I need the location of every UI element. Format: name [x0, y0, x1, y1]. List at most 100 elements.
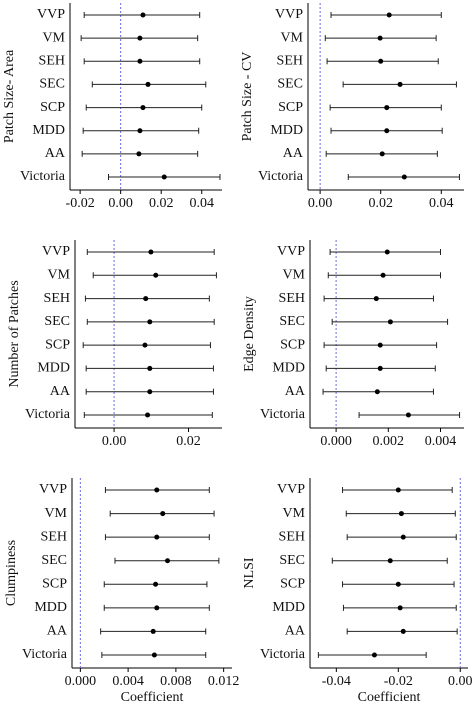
point — [397, 81, 403, 87]
point — [387, 558, 393, 564]
point — [145, 81, 151, 87]
category-label: SEH — [277, 54, 303, 69]
category-label: AA — [285, 384, 306, 399]
category-label: VM — [282, 506, 305, 521]
category-label: MDD — [272, 600, 305, 615]
x-tick-label: -0.02 — [384, 674, 413, 689]
category-label: SEH — [44, 291, 70, 306]
x-tick-label: 0.00 — [108, 196, 133, 211]
point — [377, 342, 383, 348]
category-label: AA — [285, 624, 306, 639]
category-label: VVP — [39, 482, 67, 497]
category-label: VM — [47, 268, 70, 283]
category-label: MDD — [272, 361, 305, 376]
point — [154, 605, 160, 611]
category-label: SEH — [279, 291, 305, 306]
category-label: SEC — [39, 77, 65, 92]
x-tick-label: 0.012 — [208, 674, 240, 689]
category-label: MDD — [37, 361, 70, 376]
y-axis-label: Patch Size - CV — [240, 52, 255, 142]
category-label: SEH — [279, 529, 305, 544]
point — [400, 534, 406, 540]
category-label: SCP — [280, 577, 305, 592]
category-label: Victoria — [260, 647, 306, 662]
point — [145, 412, 151, 418]
category-label: SCP — [40, 100, 65, 115]
category-label: SEH — [41, 529, 67, 544]
point — [136, 151, 142, 157]
point — [147, 365, 153, 371]
point — [137, 128, 143, 134]
category-label: MDD — [270, 123, 303, 138]
x-tick-label: 0.002 — [373, 434, 405, 449]
point — [140, 105, 146, 111]
point — [377, 365, 383, 371]
x-axis-label: Coefficient — [358, 690, 421, 705]
point — [378, 58, 384, 64]
y-axis-label: NLSI — [242, 557, 257, 588]
point — [397, 605, 403, 611]
x-tick-label: 0.02 — [368, 196, 393, 211]
category-label: SCP — [45, 337, 70, 352]
point — [398, 511, 404, 517]
category-label: Victoria — [258, 169, 304, 184]
point — [377, 35, 383, 41]
x-tick-label: 0.00 — [308, 196, 333, 211]
category-label: VM — [280, 30, 303, 45]
x-tick-label: 0.000 — [65, 674, 97, 689]
point — [151, 652, 157, 658]
point — [143, 296, 149, 302]
point — [142, 342, 148, 348]
point — [405, 412, 411, 418]
point — [140, 12, 146, 18]
category-label: SCP — [280, 337, 305, 352]
category-label: MDD — [32, 123, 65, 138]
category-label: VVP — [37, 7, 65, 22]
y-axis-label: Patch Size- Area — [2, 49, 17, 143]
point — [165, 558, 171, 564]
point — [160, 511, 166, 517]
point — [371, 652, 377, 658]
category-label: AA — [47, 624, 68, 639]
category-label: SEC — [277, 77, 303, 92]
category-label: SEC — [44, 314, 70, 329]
category-label: MDD — [34, 600, 67, 615]
y-axis-label: Number of Patches — [7, 280, 22, 387]
x-tick-label: 0.00 — [448, 674, 473, 689]
x-tick-label: 0.004 — [425, 434, 457, 449]
point — [150, 628, 156, 634]
y-axis-label: Clumpiness — [4, 540, 19, 606]
point — [137, 58, 143, 64]
point — [380, 272, 386, 278]
point — [374, 389, 380, 395]
x-tick-label: 0.004 — [112, 674, 144, 689]
category-label: Victoria — [260, 407, 306, 422]
point — [147, 389, 153, 395]
category-label: Victoria — [20, 169, 66, 184]
category-label: SEC — [41, 553, 67, 568]
point — [386, 12, 392, 18]
point — [161, 174, 167, 180]
x-tick-label: -0.04 — [322, 674, 351, 689]
x-tick-label: 0.00 — [102, 434, 127, 449]
x-tick-label: -0.02 — [66, 196, 95, 211]
point — [373, 296, 379, 302]
category-label: Victoria — [22, 647, 68, 662]
point — [401, 174, 407, 180]
point — [379, 151, 385, 157]
category-label: SEH — [39, 54, 65, 69]
point — [154, 487, 160, 493]
category-label: VVP — [275, 7, 303, 22]
x-tick-label: 0.02 — [149, 196, 174, 211]
category-label: VVP — [277, 482, 305, 497]
category-label: AA — [50, 384, 71, 399]
point — [148, 249, 154, 255]
category-label: AA — [45, 146, 66, 161]
point — [153, 581, 159, 587]
x-tick-label: 0.008 — [160, 674, 192, 689]
category-label: VM — [282, 268, 305, 283]
category-label: Victoria — [25, 407, 71, 422]
category-label: SCP — [278, 100, 303, 115]
point — [154, 534, 160, 540]
